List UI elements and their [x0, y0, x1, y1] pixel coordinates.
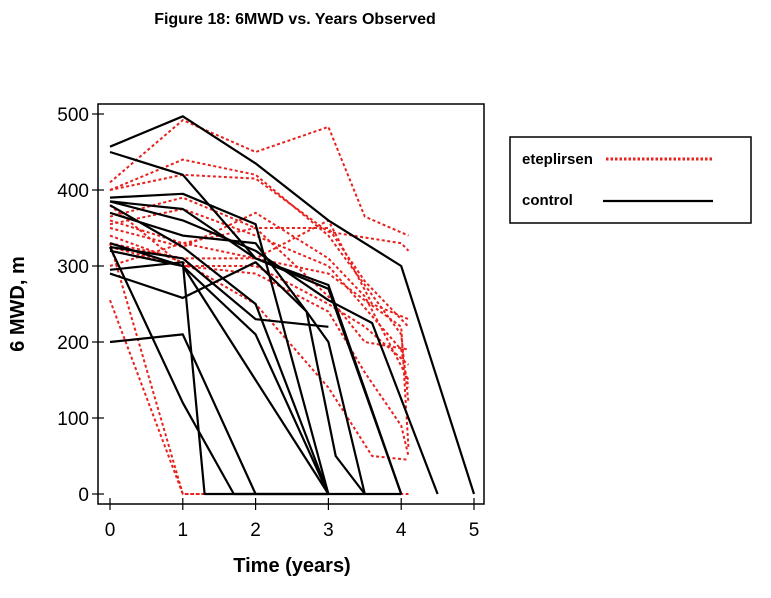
- y-axis: 0 100 200 300 400 500: [57, 105, 104, 506]
- legend-label-control: control: [522, 192, 573, 209]
- series-line-eteplirsen-6: [109, 242, 410, 449]
- series-line-control-18: [109, 200, 403, 495]
- chart-title: Figure 18: 6MWD vs. Years Observed: [154, 11, 436, 28]
- y-axis-label: 6 MWD, m: [7, 256, 29, 352]
- x-tick-label: 4: [396, 520, 407, 541]
- legend: eteplirsen control: [509, 136, 752, 224]
- series-line-control-20: [109, 204, 330, 495]
- series-line-control-24: [109, 249, 330, 495]
- series-line-control-15: [109, 115, 476, 495]
- y-tick-label: 200: [57, 333, 89, 354]
- series-layer: [109, 115, 476, 496]
- series-line-control-23: [109, 245, 329, 328]
- x-tick-label: 5: [469, 520, 480, 541]
- y-tick-label: 400: [57, 181, 89, 202]
- series-line-eteplirsen-11: [109, 234, 409, 461]
- series-line-control-21: [109, 211, 366, 495]
- x-tick-label: 2: [250, 520, 261, 541]
- x-tick-label: 3: [323, 520, 334, 541]
- x-tick-label: 1: [178, 520, 189, 541]
- series-line-control-22: [109, 242, 330, 495]
- series-line-control-17: [109, 192, 330, 495]
- legend-label-eteplirsen: eteplirsen: [522, 151, 593, 168]
- series-line-control-27: [109, 333, 257, 495]
- series-line-eteplirsen-9: [109, 196, 409, 351]
- y-tick-label: 100: [57, 409, 89, 430]
- x-tick-label: 0: [105, 520, 116, 541]
- x-axis-label: Time (years): [233, 555, 350, 577]
- y-tick-label: 0: [78, 485, 89, 506]
- y-tick-label: 300: [57, 257, 89, 278]
- plot-frame: [97, 103, 485, 505]
- series-line-control-19: [109, 200, 439, 495]
- series-line-eteplirsen-3: [109, 173, 410, 252]
- series-line-eteplirsen-13: [109, 299, 256, 495]
- series-line-eteplirsen-5: [109, 211, 410, 381]
- x-axis: 0 1 2 3 4 5: [105, 498, 480, 541]
- series-line-control-28: [109, 261, 366, 495]
- y-tick-label: 500: [57, 105, 89, 126]
- series-line-eteplirsen-14: [109, 242, 409, 495]
- series-line-eteplirsen-8: [109, 208, 410, 388]
- series-line-control-26: [109, 261, 329, 496]
- series-line-eteplirsen-2: [109, 119, 409, 237]
- legend-box: [509, 136, 752, 224]
